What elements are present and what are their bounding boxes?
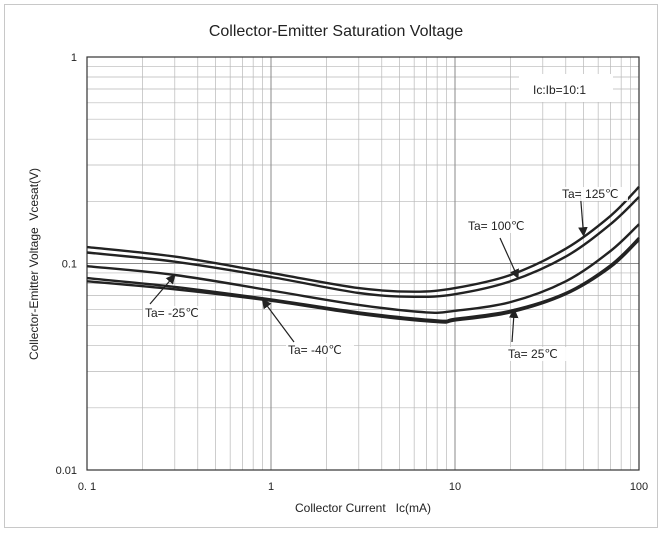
series-line-0 [86, 186, 640, 293]
x-tick-label: 1 [268, 481, 274, 493]
y-axis-label: Collector-Emitter Voltage Vcesat(V) [27, 168, 41, 360]
plot-area-border [86, 56, 640, 471]
series-line-1 [86, 196, 640, 299]
series-line-4 [86, 239, 640, 324]
x-tick-label: 100 [630, 481, 648, 493]
annotation-bg [560, 187, 628, 201]
y-tick-label: 0.01 [56, 465, 77, 477]
annotation-bg [143, 306, 211, 320]
condition-box: Ic:Ib=10:1 [519, 74, 613, 102]
series-line-2 [86, 223, 640, 314]
annotation-arrow [149, 274, 176, 305]
annotation-label: Ta= 100℃ [468, 219, 525, 233]
x-tick-label: 10 [449, 481, 461, 493]
annotation-arrow [499, 237, 519, 279]
chart-title: Collector-Emitter Saturation Voltage [209, 23, 463, 40]
y-tick-label: 1 [71, 52, 77, 64]
annotation-arrow [261, 298, 295, 343]
annotation-label: Ta= 125℃ [562, 187, 619, 201]
annotations: Ta= 125℃ Ta= 100℃ Ta= -25℃ Ta= -40℃ Ta= 25℃ [143, 187, 628, 361]
tick-labels: 0. 1 1 10 100 1 0.1 0.01 [56, 52, 649, 493]
y-tick-label: 0.1 [62, 259, 77, 271]
annotation-bg [286, 343, 354, 357]
series-lines [86, 186, 640, 324]
grid [86, 56, 640, 471]
x-axis-label: Collector Current Ic(mA) [295, 501, 431, 515]
series-line-3 [86, 237, 640, 323]
x-tick-label: 0. 1 [78, 481, 96, 493]
annotation-label: Ta= -25℃ [145, 306, 199, 320]
annotation-label: Ta= -40℃ [288, 343, 342, 357]
annotation-arrow [508, 308, 519, 343]
annotation-bg [466, 219, 534, 233]
annotation-bg [506, 347, 574, 361]
annotation-label: Ta= 25℃ [508, 347, 558, 361]
condition-label: Ic:Ib=10:1 [533, 83, 586, 97]
